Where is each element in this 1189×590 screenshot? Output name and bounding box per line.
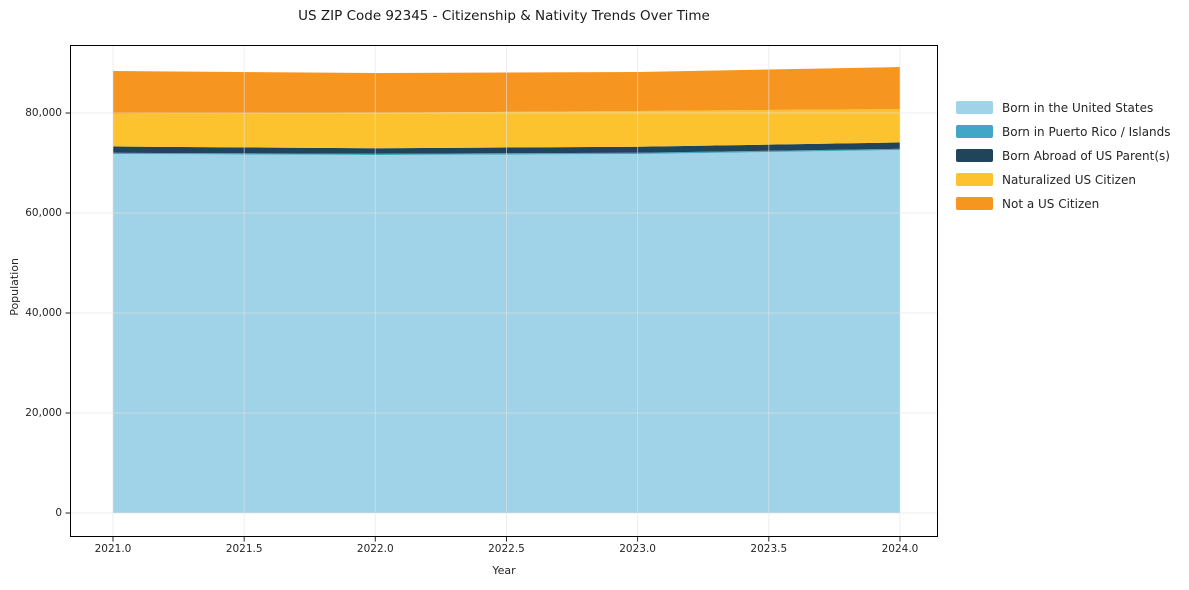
- y-axis-label: Population: [8, 258, 21, 316]
- y-tick-label: 60,000: [25, 207, 62, 219]
- x-tick-label: 2021.5: [226, 543, 263, 555]
- y-tick-label: 80,000: [25, 107, 62, 119]
- legend-label: Born Abroad of US Parent(s): [1002, 148, 1170, 163]
- x-tick-label: 2022.5: [488, 543, 525, 555]
- x-tick-label: 2021.0: [95, 543, 132, 555]
- y-tick-label: 40,000: [25, 307, 62, 319]
- legend-swatch: [956, 149, 993, 162]
- legend-label: Born in Puerto Rico / Islands: [1002, 124, 1171, 139]
- legend-label: Naturalized US Citizen: [1002, 172, 1136, 187]
- legend-swatch: [956, 173, 993, 186]
- legend-label: Born in the United States: [1002, 100, 1154, 115]
- legend-swatch: [956, 197, 993, 210]
- y-tick-label: 20,000: [25, 407, 62, 419]
- legend-swatch: [956, 125, 993, 138]
- chart-title: US ZIP Code 92345 - Citizenship & Nativi…: [298, 8, 710, 24]
- legend-swatch: [956, 101, 993, 114]
- legend-item-born-in-puerto-rico-islands: Born in Puerto Rico / Islands: [956, 124, 1171, 139]
- x-tick-label: 2023.0: [619, 543, 656, 555]
- legend: Born in the United States Born in Puerto …: [956, 101, 1171, 221]
- plot-frame: [70, 45, 938, 537]
- legend-label: Not a US Citizen: [1002, 196, 1100, 211]
- x-tick-label: 2022.0: [357, 543, 394, 555]
- x-tick-label: 2024.0: [882, 543, 919, 555]
- legend-item-born-abroad-of-us-parent-s: Born Abroad of US Parent(s): [956, 148, 1171, 163]
- x-tick-label: 2023.5: [750, 543, 787, 555]
- y-tick-label: 0: [55, 507, 62, 519]
- legend-item-born-in-the-united-states: Born in the United States: [956, 100, 1171, 115]
- x-axis-label: Year: [492, 564, 516, 577]
- legend-item-naturalized-us-citizen: Naturalized US Citizen: [956, 172, 1171, 187]
- legend-item-not-a-us-citizen: Not a US Citizen: [956, 196, 1171, 211]
